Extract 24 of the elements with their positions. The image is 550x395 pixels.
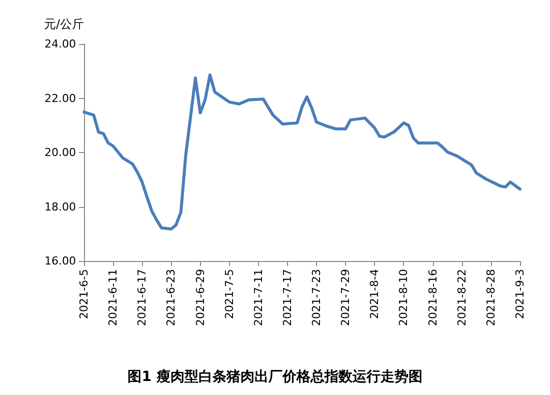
x-tick-label: 2021-8-4	[368, 269, 382, 319]
x-tick-label: 2021-9-3	[514, 269, 526, 319]
x-tick-label: 2021-6-17	[136, 269, 149, 326]
x-tick-label: 2021-6-29	[194, 269, 207, 326]
x-tick-label: 2021-8-28	[484, 269, 498, 326]
y-tick-label: 20.00	[44, 146, 76, 159]
x-tick-label: 2021-7-5	[222, 269, 236, 319]
text: 图1 瘦肉型白条猪肉出厂价格总指数运行走势图	[128, 368, 422, 385]
y-tick-label: 18.00	[44, 200, 76, 214]
x-tick-label: 2021-6-23	[164, 269, 178, 326]
x-tick-label: 2021-7-29	[339, 269, 352, 326]
line-series	[82, 73, 522, 230]
x-tick-label: 2021-7-11	[252, 269, 265, 326]
x-tick-label: 2021-6-11	[106, 269, 120, 326]
y-tick-label: 16.00	[44, 254, 76, 268]
x-tick-label: 2021-7-23	[310, 269, 324, 326]
y-tick-label: 24.00	[44, 38, 76, 50]
y-tick-label: 22.00	[44, 92, 76, 105]
y-axis-title: 元/公斤	[44, 17, 84, 31]
x-tick-label: 2021-7-17	[280, 269, 294, 326]
x-tick-label: 2021-6-5	[78, 269, 90, 319]
x-tick-label: 2021-8-22	[455, 269, 468, 326]
x-tick-label: 2021-8-16	[426, 269, 440, 326]
x-tick-label: 2021-8-10	[397, 269, 410, 326]
